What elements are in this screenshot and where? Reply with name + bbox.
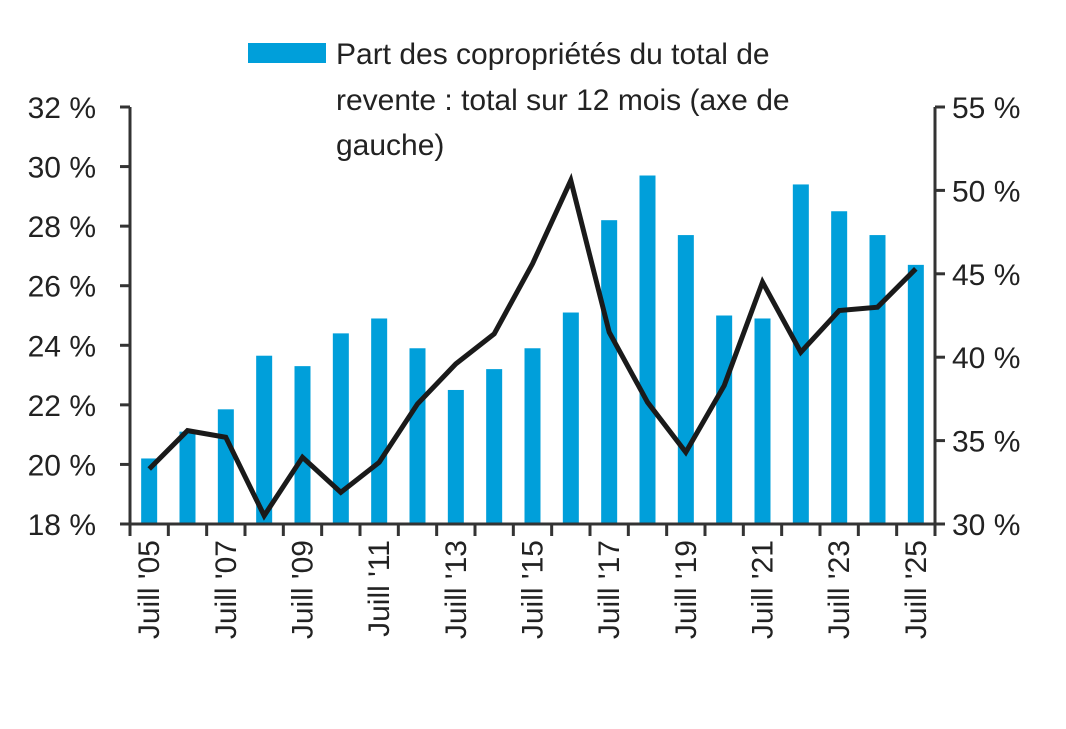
bar: [525, 348, 541, 524]
bar: [831, 211, 847, 524]
bar: [448, 390, 464, 524]
x-tick-label: Juill '05: [133, 540, 166, 639]
x-tick-label: Juill '23: [823, 540, 856, 639]
bar: [870, 235, 886, 524]
right-tick-label: 50 %: [952, 175, 1020, 208]
x-tick-label: Juill '17: [593, 540, 626, 639]
legend-label-line-1: Part des copropriétés du total de: [336, 38, 770, 71]
bar: [755, 318, 771, 524]
right-tick-label: 40 %: [952, 342, 1020, 375]
legend: Part des copropriétés du total de revent…: [248, 38, 790, 162]
x-tick-label: Juill '21: [747, 540, 780, 639]
bar: [563, 313, 579, 524]
bar: [716, 316, 732, 525]
x-tick-label: Juill '19: [670, 540, 703, 639]
right-tick-label: 55 %: [952, 92, 1020, 125]
legend-label-line-2: revente : total sur 12 mois (axe de: [336, 84, 790, 117]
left-tick-label: 20 %: [28, 449, 96, 482]
right-tick-label: 35 %: [952, 426, 1020, 459]
left-tick-label: 30 %: [28, 152, 96, 185]
x-tick-label: Juill '09: [287, 540, 320, 639]
left-tick-label: 32 %: [28, 92, 96, 125]
bar: [295, 366, 311, 524]
right-tick-label: 30 %: [952, 509, 1020, 542]
left-tick-label: 28 %: [28, 211, 96, 244]
x-tick-label: Juill '15: [517, 540, 550, 639]
bar: [218, 409, 234, 524]
bar: [601, 220, 617, 524]
bar: [486, 369, 502, 524]
bar: [371, 318, 387, 524]
x-tick-label: Juill '11: [363, 540, 396, 637]
bar: [410, 348, 426, 524]
left-tick-label: 18 %: [28, 509, 96, 542]
x-tick-label: Juill '25: [900, 540, 933, 639]
bar: [908, 265, 924, 524]
bar: [678, 235, 694, 524]
x-tick-label: Juill '07: [210, 540, 243, 639]
bar: [180, 432, 196, 524]
legend-swatch: [248, 43, 326, 63]
legend-label-line-3: gauche): [336, 129, 444, 162]
bar: [640, 176, 656, 524]
left-tick-label: 22 %: [28, 390, 96, 423]
x-tick-label: Juill '13: [440, 540, 473, 639]
left-tick-label: 24 %: [28, 330, 96, 363]
left-tick-label: 26 %: [28, 271, 96, 304]
right-tick-label: 45 %: [952, 259, 1020, 292]
